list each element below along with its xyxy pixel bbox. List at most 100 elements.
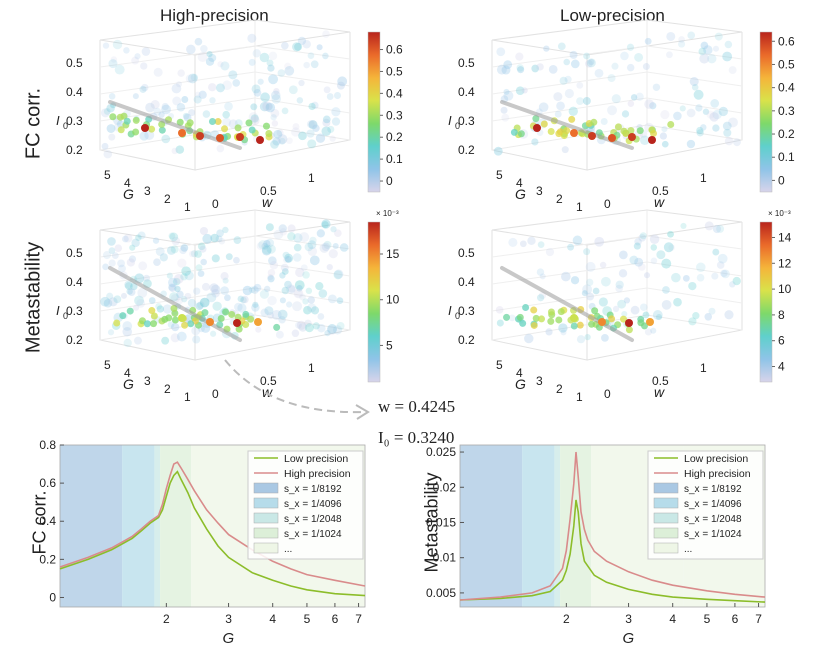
scatter-point [296, 97, 304, 104]
i0-tick-label: 0.3 [66, 114, 83, 128]
plot-frame [459, 444, 766, 608]
x-tick-label: 5 [704, 612, 711, 626]
scatter-point [218, 237, 226, 245]
scatter-point [594, 68, 604, 78]
scatter-point [184, 270, 194, 281]
scatter-point [200, 323, 211, 333]
scatter-point [261, 244, 272, 255]
scatter-point [124, 280, 133, 289]
scatter-point-highlight [608, 134, 616, 142]
scatter-point [568, 115, 576, 123]
scatter-point [532, 115, 540, 123]
scatter-point [312, 124, 320, 132]
scatter-point [206, 292, 217, 303]
scatter-point [286, 137, 293, 145]
scatter-point [202, 233, 213, 244]
scatter-point-highlight [628, 133, 636, 141]
i0-tick-label: 0.5 [66, 56, 83, 70]
scatter-point [108, 133, 116, 141]
scatter-point [190, 250, 199, 258]
colorbar-tick-label: 0.5 [778, 57, 795, 71]
scatter-point [253, 88, 262, 97]
scatter-point [270, 140, 279, 149]
scatter-point [582, 284, 593, 295]
scatter-point [222, 110, 230, 119]
scatter-point [137, 231, 146, 240]
scatter-point [216, 229, 224, 238]
scatter-point [503, 90, 514, 101]
scatter-point [135, 234, 142, 241]
scatter-point [161, 104, 171, 115]
scatter-point [138, 261, 148, 271]
scatter-point [228, 70, 238, 80]
scatter-point [234, 124, 242, 132]
scatter-point [185, 74, 195, 83]
scatter-point [630, 94, 638, 101]
scatter-point [333, 270, 343, 280]
scatter-point [186, 119, 194, 127]
scatter-point [307, 240, 317, 250]
colorbar-tick-label: 4 [778, 360, 785, 374]
scatter-point [321, 221, 329, 229]
scatter-point [336, 297, 344, 304]
scatter-point [284, 255, 292, 263]
scatter-point [123, 233, 133, 243]
scatter-point [661, 300, 672, 310]
x-tick-label: 2 [163, 612, 170, 626]
colorbar-tick-label: 5 [386, 338, 393, 352]
colorbar [367, 221, 381, 383]
scatter-point [240, 296, 247, 304]
i0-tick-label: 0.3 [458, 304, 475, 318]
scatter-point [233, 236, 242, 244]
i0-parameter-label: I₀ = 0.3240 [378, 428, 455, 447]
scatter-point [607, 105, 617, 116]
scatter-point [141, 83, 149, 92]
scatter-point [108, 259, 116, 267]
scatter-point [199, 226, 209, 236]
i0-tick-label: 0.2 [66, 143, 83, 157]
scatter-point [110, 56, 118, 63]
scatter-point [308, 119, 317, 129]
scatter-point [576, 81, 584, 89]
scatter-point [182, 112, 190, 120]
scatter-point [122, 326, 132, 337]
scatter-point [170, 322, 180, 332]
w-parameter-label: w = 0.4245 [378, 397, 456, 416]
scatter-point [108, 59, 118, 69]
scatter-point [139, 85, 147, 93]
scatter-point [303, 306, 312, 315]
scatter-point [267, 64, 275, 72]
scatter-point [267, 274, 274, 281]
scatter-point [277, 134, 288, 145]
scatter-point [284, 62, 292, 70]
scatter-point [583, 52, 591, 60]
scatter-point [233, 256, 240, 264]
scatter-point [495, 306, 504, 314]
scatter-point [250, 115, 260, 126]
scatter-point [695, 104, 703, 112]
scatter-point [124, 282, 133, 291]
scatter-point [661, 258, 672, 269]
scatter-point [113, 319, 121, 327]
scatter-point [330, 226, 337, 233]
scatter-point [152, 237, 160, 244]
scatter-point [312, 322, 320, 330]
scatter-point [516, 64, 524, 72]
scatter-point [281, 107, 289, 115]
g-tick-label: 3 [144, 184, 151, 198]
scatter-point [710, 99, 720, 108]
scatter-point [251, 303, 260, 312]
scatter-point [634, 237, 642, 246]
scatter-point [321, 242, 331, 252]
scatter-point [309, 236, 317, 244]
scatter-point [608, 315, 616, 323]
scatter-point [560, 329, 567, 336]
scatter-point [310, 60, 319, 69]
scatter-point [132, 116, 140, 124]
g-tick-label: 3 [536, 374, 543, 388]
scatter-point [688, 317, 697, 326]
scatter-point [100, 296, 110, 307]
scatter-point [177, 258, 187, 268]
scatter-point [572, 235, 583, 246]
scatter-point [322, 115, 331, 124]
